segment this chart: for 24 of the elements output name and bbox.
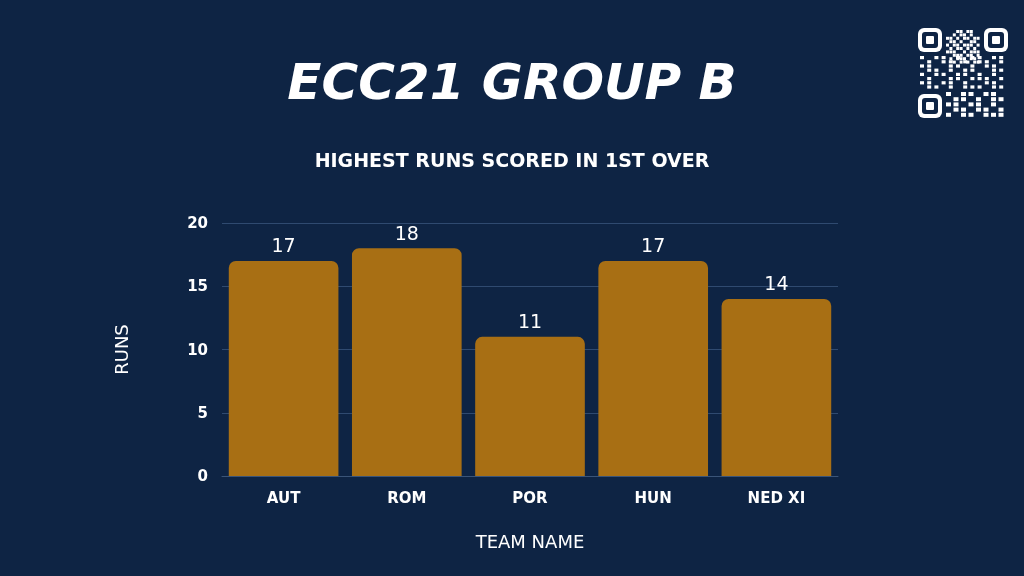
y-tick-label: 0 (197, 467, 208, 485)
x-tick-label: ROM (387, 488, 427, 507)
bar (598, 260, 709, 476)
x-tick-label: HUN (634, 488, 672, 507)
bar (721, 298, 832, 476)
y-tick-label: 15 (187, 277, 208, 296)
chart-title: ECC21 GROUP B (287, 53, 737, 111)
bar (475, 336, 585, 476)
data-label: 18 (394, 221, 419, 244)
x-axis-title: TEAM NAME (474, 530, 585, 552)
y-tick-label: 10 (187, 340, 208, 359)
y-axis-title: RUNS (110, 324, 132, 375)
x-tick-label: NED XI (747, 488, 806, 507)
y-tick-label: 5 (197, 403, 208, 422)
x-tick-label: AUT (266, 488, 302, 507)
y-tick-label: 20 (187, 214, 208, 232)
bar (351, 248, 462, 476)
data-label: 11 (517, 310, 543, 333)
bar (228, 260, 339, 476)
data-label: 17 (271, 234, 296, 257)
data-label: 17 (641, 234, 666, 257)
x-tick-label: POR (512, 488, 549, 507)
chart-subtitle: HIGHEST RUNS SCORED IN 1ST OVER (314, 148, 710, 171)
data-label: 14 (764, 272, 789, 295)
